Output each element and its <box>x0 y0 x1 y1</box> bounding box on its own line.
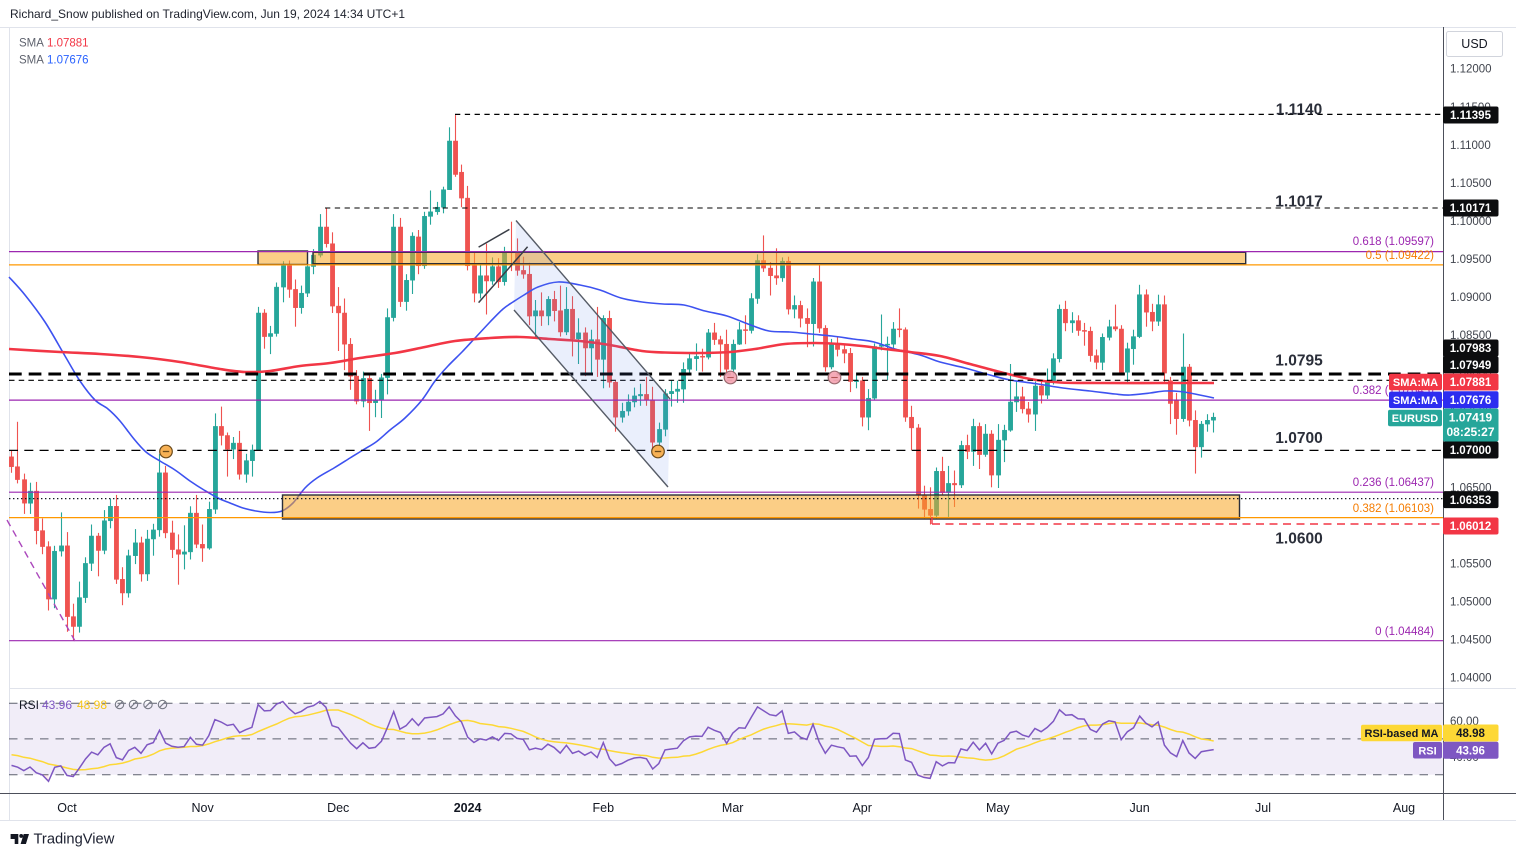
svg-text:RSI: RSI <box>1418 745 1436 757</box>
svg-text:48.98: 48.98 <box>1456 728 1485 740</box>
svg-text:1.10000: 1.10000 <box>1450 216 1492 228</box>
svg-text:Dec: Dec <box>327 801 349 815</box>
svg-text:0.5 (1.09422): 0.5 (1.09422) <box>1366 250 1435 262</box>
svg-text:EURUSD: EURUSD <box>1392 413 1439 425</box>
svg-text:Aug: Aug <box>1393 801 1415 815</box>
svg-text:Oct: Oct <box>57 801 77 815</box>
svg-text:TradingView: TradingView <box>34 832 115 848</box>
svg-text:0.236 (1.06437): 0.236 (1.06437) <box>1353 477 1434 489</box>
svg-text:1.10171: 1.10171 <box>1450 203 1492 215</box>
svg-text:RSI-based MA: RSI-based MA <box>1365 728 1439 740</box>
svg-text:1.0600: 1.0600 <box>1275 531 1322 548</box>
svg-text:1.07949: 1.07949 <box>1450 360 1492 372</box>
svg-text:1.07676: 1.07676 <box>1450 395 1492 407</box>
svg-text:2024: 2024 <box>454 801 482 815</box>
svg-text:08:25:27: 08:25:27 <box>1446 425 1494 439</box>
svg-text:Feb: Feb <box>593 801 615 815</box>
svg-text:0.382 (1.06103): 0.382 (1.06103) <box>1353 503 1434 515</box>
svg-text:1.06353: 1.06353 <box>1450 495 1492 507</box>
svg-text:1.06012: 1.06012 <box>1450 521 1492 533</box>
svg-text:1.09000: 1.09000 <box>1450 292 1492 304</box>
svg-text:1.07881: 1.07881 <box>1450 377 1492 389</box>
svg-text:1.04500: 1.04500 <box>1450 635 1492 647</box>
svg-text:1.0700: 1.0700 <box>1275 430 1322 447</box>
svg-text:0 (1.04484): 0 (1.04484) <box>1375 626 1434 638</box>
svg-text:1.07419: 1.07419 <box>1449 411 1493 425</box>
svg-text:1.04000: 1.04000 <box>1450 673 1492 685</box>
svg-text:48.98: 48.98 <box>77 698 107 712</box>
svg-text:1.10500: 1.10500 <box>1450 178 1492 190</box>
svg-text:1.0795: 1.0795 <box>1275 353 1323 370</box>
svg-text:0.618 (1.09597): 0.618 (1.09597) <box>1353 236 1434 248</box>
svg-text:1.05000: 1.05000 <box>1450 596 1492 608</box>
svg-text:SMA:MA: SMA:MA <box>1393 377 1438 389</box>
svg-text:43.96: 43.96 <box>42 698 72 712</box>
svg-text:Jul: Jul <box>1255 801 1271 815</box>
svg-text:43.96: 43.96 <box>1456 746 1485 758</box>
svg-text:1.11000: 1.11000 <box>1450 140 1491 152</box>
svg-text:1.12000: 1.12000 <box>1450 64 1492 76</box>
svg-text:1.07676: 1.07676 <box>47 55 89 67</box>
svg-text:1.05500: 1.05500 <box>1450 558 1492 570</box>
svg-text:Richard_Snow published on Trad: Richard_Snow published on TradingView.co… <box>10 7 405 21</box>
svg-text:SMA: SMA <box>19 55 44 67</box>
svg-text:SMA:MA: SMA:MA <box>1393 395 1438 407</box>
svg-text:SMA: SMA <box>19 38 44 50</box>
svg-text:1.07881: 1.07881 <box>47 38 89 50</box>
svg-text:Jun: Jun <box>1130 801 1150 815</box>
svg-text:Nov: Nov <box>191 801 214 815</box>
svg-text:May: May <box>986 801 1010 815</box>
svg-text:1.1017: 1.1017 <box>1275 194 1322 211</box>
svg-text:1.09500: 1.09500 <box>1450 254 1492 266</box>
svg-text:1.11395: 1.11395 <box>1450 110 1492 122</box>
svg-text:1.08500: 1.08500 <box>1450 330 1492 342</box>
svg-text:RSI: RSI <box>19 698 39 712</box>
svg-text:1.07983: 1.07983 <box>1450 343 1492 355</box>
svg-text:Mar: Mar <box>722 801 744 815</box>
svg-text:Apr: Apr <box>852 801 871 815</box>
svg-text:1.07000: 1.07000 <box>1450 445 1492 457</box>
svg-text:1.1140: 1.1140 <box>1276 102 1323 119</box>
svg-text:USD: USD <box>1461 37 1487 51</box>
